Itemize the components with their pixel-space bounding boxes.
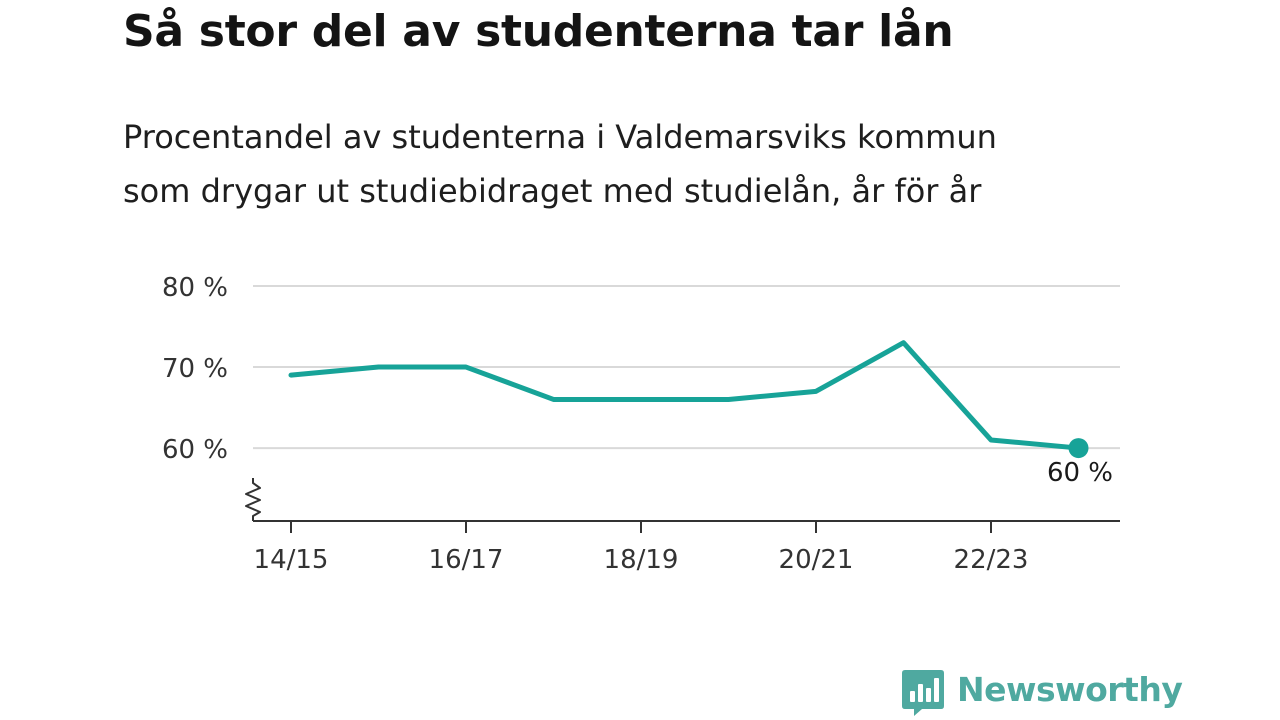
y-tick-labels: 60 % 70 % 80 % (162, 273, 228, 465)
y-tick-label: 60 % (162, 435, 228, 465)
x-tick-labels: 14/15 16/17 18/19 20/21 22/23 (254, 545, 1029, 575)
series: 60 % (288, 340, 1113, 488)
subtitle-line-1: Procentandel av studenterna i Valdemarsv… (123, 118, 997, 156)
chart-subtitle: Procentandel av studenterna i Valdemarsv… (123, 110, 1123, 218)
y-axis-break-marker (245, 478, 261, 521)
x-axis (245, 478, 1120, 533)
series-line (288, 340, 1081, 451)
x-tick-label: 22/23 (954, 545, 1029, 575)
brand-name: Newsworthy (957, 670, 1183, 709)
subtitle-line-2: som drygar ut studiebidraget med studiel… (123, 172, 982, 210)
newsworthy-chart-icon (902, 670, 944, 716)
x-tick-label: 18/19 (604, 545, 679, 575)
chart-title: Så stor del av studenterna tar lån (123, 6, 954, 57)
last-point-marker (1068, 438, 1089, 459)
y-tick-label: 70 % (162, 354, 228, 384)
x-tick-label: 16/17 (429, 545, 504, 575)
x-tick-label: 20/21 (779, 545, 854, 575)
x-tick-label: 14/15 (254, 545, 329, 575)
end-value-label: 60 % (1047, 458, 1113, 488)
y-tick-label: 80 % (162, 273, 228, 303)
